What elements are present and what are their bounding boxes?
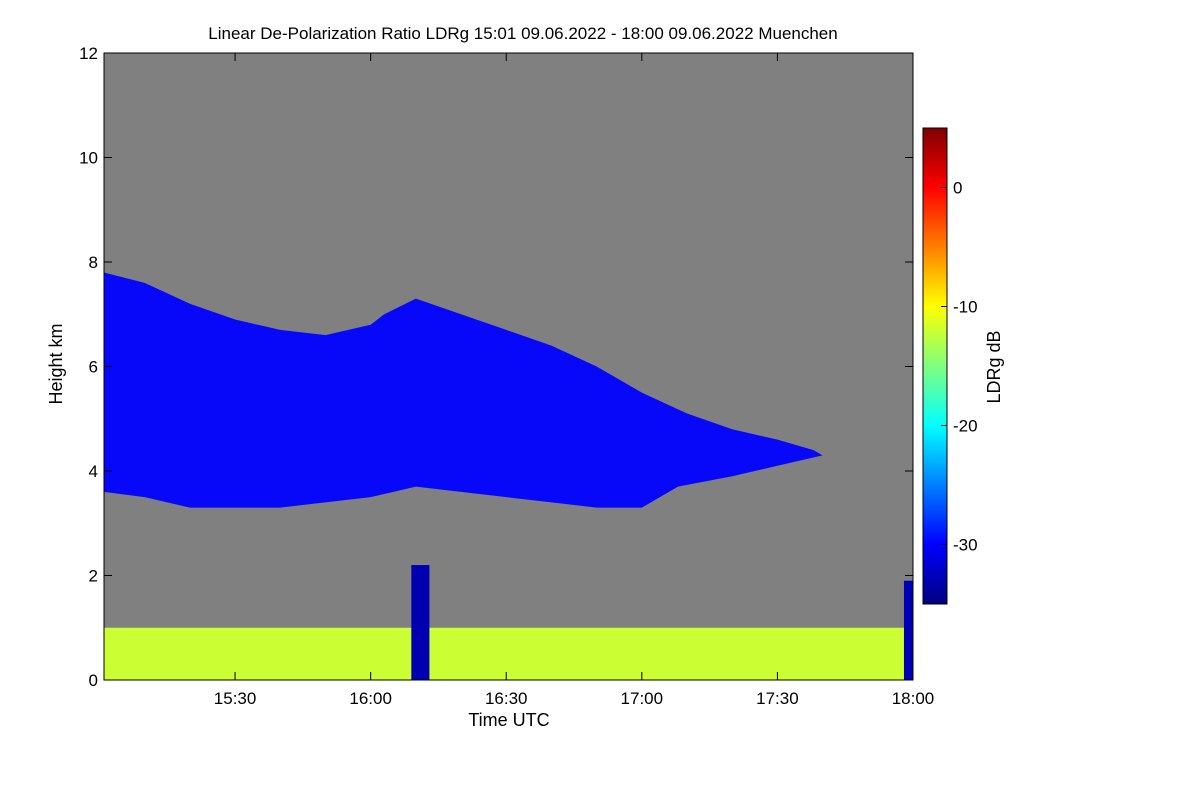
x-tick-label: 17:30	[756, 689, 799, 708]
colorbar-label: LDRg dB	[984, 330, 1004, 403]
x-tick-label: 16:00	[349, 689, 392, 708]
colorbar-tick-label: -20	[953, 417, 978, 436]
x-tick-label: 15:30	[214, 689, 257, 708]
colorbar-tick-label: -30	[953, 536, 978, 555]
x-tick-label: 16:30	[485, 689, 528, 708]
y-tick-label: 6	[89, 358, 98, 377]
y-axis-label: Height km	[46, 323, 66, 404]
x-axis-label: Time UTC	[468, 710, 549, 730]
region-boundary-layer	[104, 627, 913, 680]
data-layer	[104, 272, 913, 680]
region-ice-cloud	[104, 272, 823, 508]
y-tick-label: 8	[89, 253, 98, 272]
colorbar	[922, 127, 948, 605]
x-tick-label: 17:00	[621, 689, 664, 708]
y-tick-label: 0	[89, 671, 98, 690]
colorbar-tick-label: 0	[953, 179, 962, 198]
y-tick-label: 2	[89, 567, 98, 586]
region-precip-streak	[411, 565, 430, 680]
region-precip-streak	[903, 580, 913, 680]
y-tick-label: 4	[89, 462, 98, 481]
chart-title: Linear De-Polarization Ratio LDRg 15:01 …	[208, 24, 837, 43]
colorbar-tick-label: -10	[953, 298, 978, 317]
x-tick-label: 18:00	[892, 689, 935, 708]
y-tick-label: 10	[79, 149, 98, 168]
y-tick-label: 12	[79, 44, 98, 63]
